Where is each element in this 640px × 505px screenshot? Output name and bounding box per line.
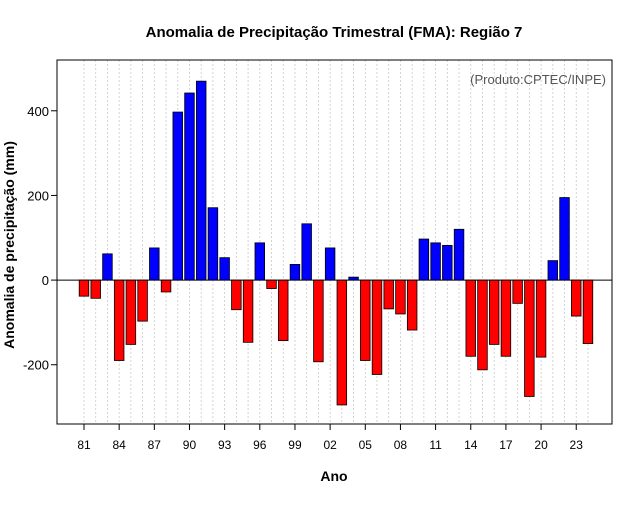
bar-2001 [313, 279, 324, 363]
bar-2016 [488, 279, 500, 345]
bar-2009 [406, 279, 418, 331]
bar-1987 [149, 247, 160, 281]
x-tick-label: 11 [429, 438, 442, 452]
x-tick-label: 99 [288, 438, 302, 452]
x-tick-label: 17 [499, 438, 513, 452]
source-annotation: (Produto:CPTEC/INPE) [470, 72, 606, 87]
x-tick-label: 05 [359, 438, 373, 452]
bar-2020 [535, 279, 547, 358]
x-tick-label: 81 [77, 438, 91, 452]
bar-2008 [395, 279, 406, 315]
y-tick-label: 400 [27, 104, 49, 119]
bar-1986 [137, 279, 148, 322]
y-tick-label: 0 [42, 273, 49, 288]
x-tick-label: 90 [183, 438, 197, 452]
x-tick-label: 14 [464, 438, 478, 452]
x-tick-label: 20 [534, 438, 548, 452]
bar-1995 [242, 279, 254, 343]
x-tick-label: 87 [148, 438, 162, 452]
bar-1985 [125, 279, 137, 345]
bar-2002 [324, 247, 336, 281]
bar-1998 [278, 279, 289, 342]
axes: -200 0 200 400 81 84 87 90 93 96 99 02 05 08 11 14 17 20 2… [23, 104, 583, 452]
bar-1997 [266, 279, 277, 289]
bar-1999 [289, 264, 301, 281]
bar-1996 [254, 242, 266, 281]
x-tick-label: 08 [394, 438, 408, 452]
bar-2013 [453, 228, 465, 281]
bar-2003 [336, 279, 348, 406]
x-tick-label: 84 [112, 438, 126, 452]
y-axis-label: Anomalia de precipitação (mm) [1, 141, 17, 349]
x-tick-label: 02 [323, 438, 337, 452]
bars [78, 80, 594, 406]
bar-1990 [184, 92, 195, 281]
bar-2018 [512, 279, 523, 304]
bar-1993 [219, 257, 230, 281]
bar-2006 [371, 279, 383, 375]
x-tick-label: 93 [218, 438, 232, 452]
bar-2000 [301, 223, 312, 281]
bar-2012 [442, 244, 453, 281]
x-tick-label: 23 [570, 438, 584, 452]
bar-2011 [430, 242, 441, 281]
x-axis-label: Ano [320, 468, 347, 484]
bar-1983 [102, 253, 113, 281]
bar-1992 [207, 207, 219, 281]
bar-2014 [465, 279, 476, 357]
y-tick-label: -200 [23, 358, 49, 373]
bar-2023 [571, 279, 582, 317]
bar-1982 [90, 279, 101, 299]
bar-2021 [547, 260, 559, 281]
x-tick-label: 96 [253, 438, 267, 452]
bar-2017 [500, 279, 512, 357]
bar-2010 [418, 238, 430, 281]
bar-1989 [172, 111, 183, 281]
y-tick-label: 200 [27, 188, 49, 203]
bar-2005 [360, 279, 371, 361]
bar-2019 [524, 279, 535, 397]
bar-1984 [113, 279, 125, 361]
bar-2015 [477, 279, 488, 371]
chart-title: Anomalia de Precipitação Trimestral (FMA… [146, 24, 523, 41]
bar-2022 [559, 197, 570, 281]
bar-1981 [78, 279, 90, 297]
plot-frame [56, 59, 613, 425]
bar-2007 [383, 279, 394, 310]
bar-1994 [231, 279, 242, 311]
bar-1988 [160, 279, 172, 293]
bar-2024 [582, 279, 594, 344]
bar-1991 [195, 80, 207, 281]
